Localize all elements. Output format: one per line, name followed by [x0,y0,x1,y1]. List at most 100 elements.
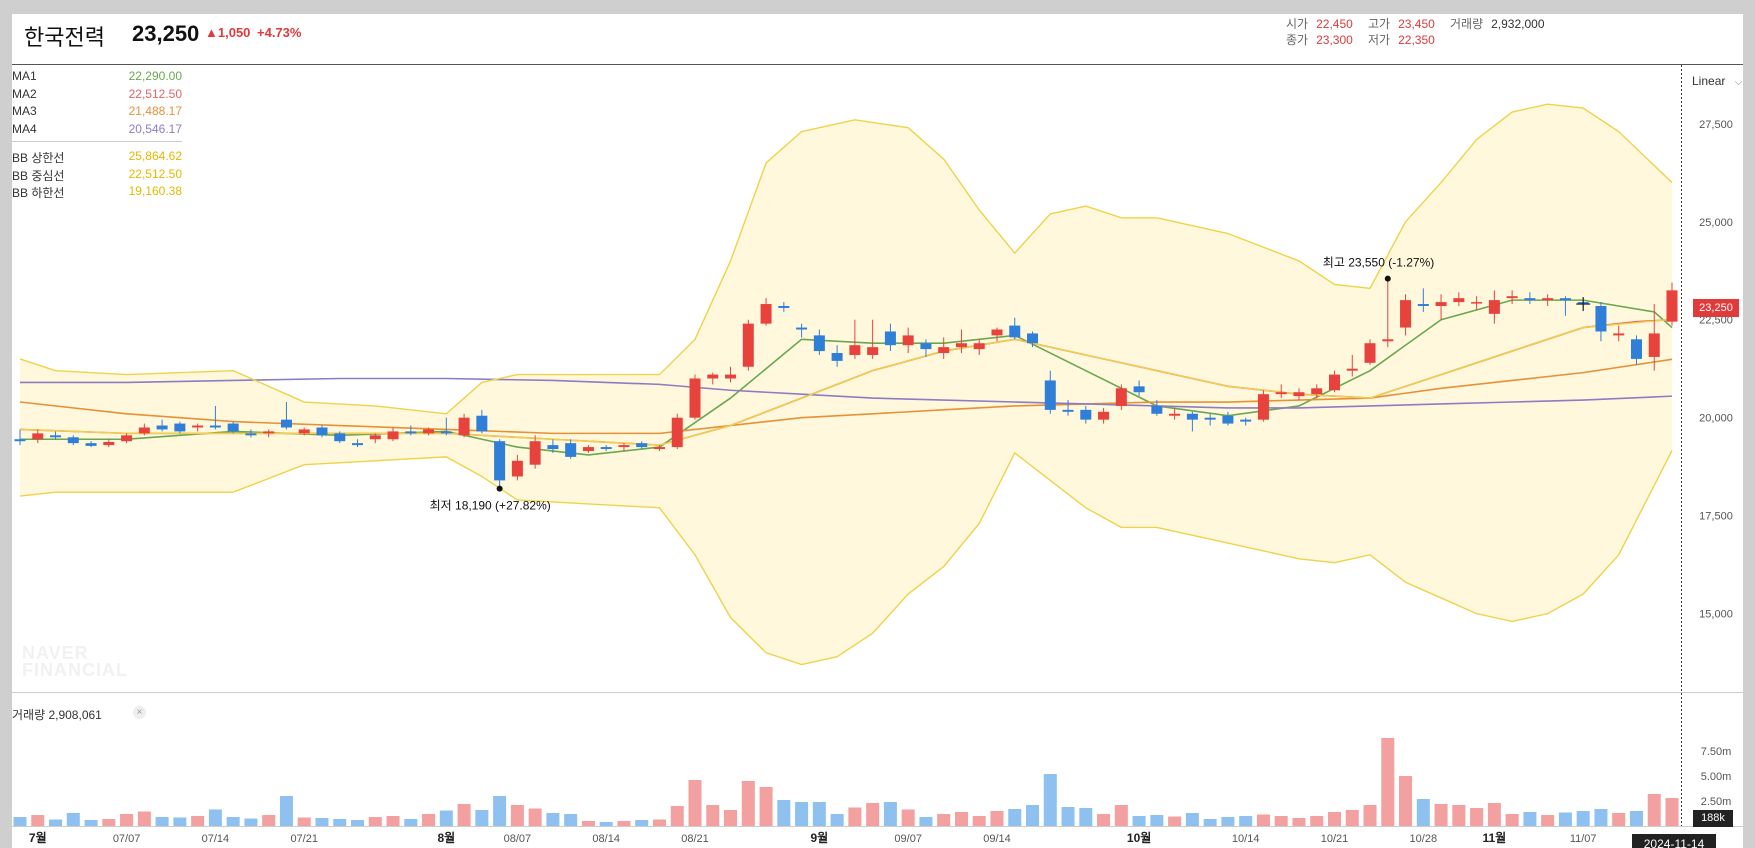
close-icon[interactable]: × [133,706,146,719]
price-tick-label: 22,500 [1699,315,1733,327]
scale-mode-label: Linear [1692,74,1726,88]
candle-body [547,445,559,450]
x-tick-label: 10/21 [1321,833,1349,845]
candle-body [991,329,1003,336]
volume-bar [1363,805,1377,826]
candle-body [298,429,310,434]
volume-bar [173,817,187,826]
legend-ma2[interactable]: MA2 22,512.50 [12,86,182,101]
volume-bar [1150,815,1164,826]
candle-body [902,335,914,346]
candle-body [209,425,221,428]
volume-bar [244,818,258,826]
volume-bar [1132,816,1146,826]
series-line-ma3 [19,358,1673,435]
price-chart[interactable]: 15,000 17,500 20,000 22,500 25,000 27,500 2.50… [12,14,1743,848]
volume-bar [1256,814,1270,826]
volume-bar [617,821,631,826]
candle-body [1613,333,1625,336]
candle-body [32,433,44,440]
candle-body [1364,343,1376,363]
volume-bar [724,810,738,826]
volume-bar [795,802,809,826]
legend-bb-upper[interactable]: BB 상한선 25,864.62 [12,149,182,165]
candle-body [1595,306,1607,332]
candle-body [1506,296,1518,299]
x-tick-label: 7월 [29,830,47,845]
legend-bb-middle[interactable]: BB 중심선 22,512.50 [12,166,182,183]
candle-body [1630,339,1642,359]
volume-bar [1558,812,1572,826]
volume-bar [350,820,365,826]
volume-bar [1239,816,1253,826]
current-price-badge: 23,250 [1693,299,1739,317]
indicator-legend: MA1 22,290.00 MA2 22,512.50 MA3 21,488.17 M… [12,69,182,202]
volume-bar [1114,805,1128,826]
candle-body [458,417,470,436]
legend-bb-lower[interactable]: BB 하한선 19,160.38 [12,184,182,200]
close-price: 종가 23,300 [1286,33,1353,47]
volume-bar [652,819,666,826]
legend-ma4[interactable]: MA4 20,546.17 [12,121,182,136]
volume-bar [937,814,951,826]
candle-body [1275,392,1287,395]
volume-bar [528,808,542,826]
volume-bar [279,796,293,826]
volume-bar [1221,817,1235,826]
candle-body [156,425,168,430]
volume-bar [1594,809,1608,826]
volume-bar [262,815,276,826]
volume-bar [49,819,63,826]
candle-body [316,427,328,436]
candle-body [263,431,275,434]
volume-bar [954,812,968,826]
candle-body [1328,374,1341,391]
volume-bar [564,814,578,826]
candle-body [1257,394,1269,420]
legend-divider [12,141,182,142]
volume-bar [1576,811,1590,826]
x-tick-label: 08/14 [592,833,620,845]
volume-bar [1026,805,1040,826]
candle-body [689,378,701,418]
legend-ma1[interactable]: MA1 22,290.00 [12,69,182,83]
volume-bar [137,811,151,826]
volume-bar [120,814,134,826]
volume-bar [439,810,453,826]
candle-body [1435,302,1447,307]
volume-bar [546,813,560,826]
scale-mode-select[interactable]: Linear ⌵ [1692,74,1742,88]
volume-bar [1203,819,1217,826]
candle-body [849,345,861,355]
volume-value: 거래량 2,932,000 [1450,17,1545,31]
candle-body [1098,411,1110,420]
candle-body [1062,409,1074,412]
candle-body [387,431,399,440]
high-marker [1384,275,1391,282]
candle-body [636,443,648,448]
candle-body [1488,300,1500,314]
volume-bar [1416,799,1430,826]
legend-ma3[interactable]: MA3 21,488.17 [12,104,182,118]
volume-bar [990,811,1004,826]
volume-bar [759,787,773,826]
volume-bar [155,817,169,826]
price-tick-label: 20,000 [1699,413,1733,425]
x-tick-label: 9월 [810,830,828,845]
volume-bar [919,817,933,826]
candle-body [600,447,612,450]
candle-body [1222,415,1234,424]
watermark-logo: NAVER FINANCIAL [22,643,128,680]
candle-body [192,425,204,428]
bollinger-band-fill [20,104,1672,665]
volume-bar [368,817,382,826]
candle-body [938,347,950,354]
x-tick-label: 09/14 [983,833,1011,845]
low-marker [496,485,503,492]
candle-body [423,429,435,434]
volume-tick-label: 7.50m [1701,746,1732,758]
volume-bar [1061,807,1075,826]
volume-bar [1079,808,1093,826]
volume-bar [66,813,80,826]
candle-body [14,439,26,442]
